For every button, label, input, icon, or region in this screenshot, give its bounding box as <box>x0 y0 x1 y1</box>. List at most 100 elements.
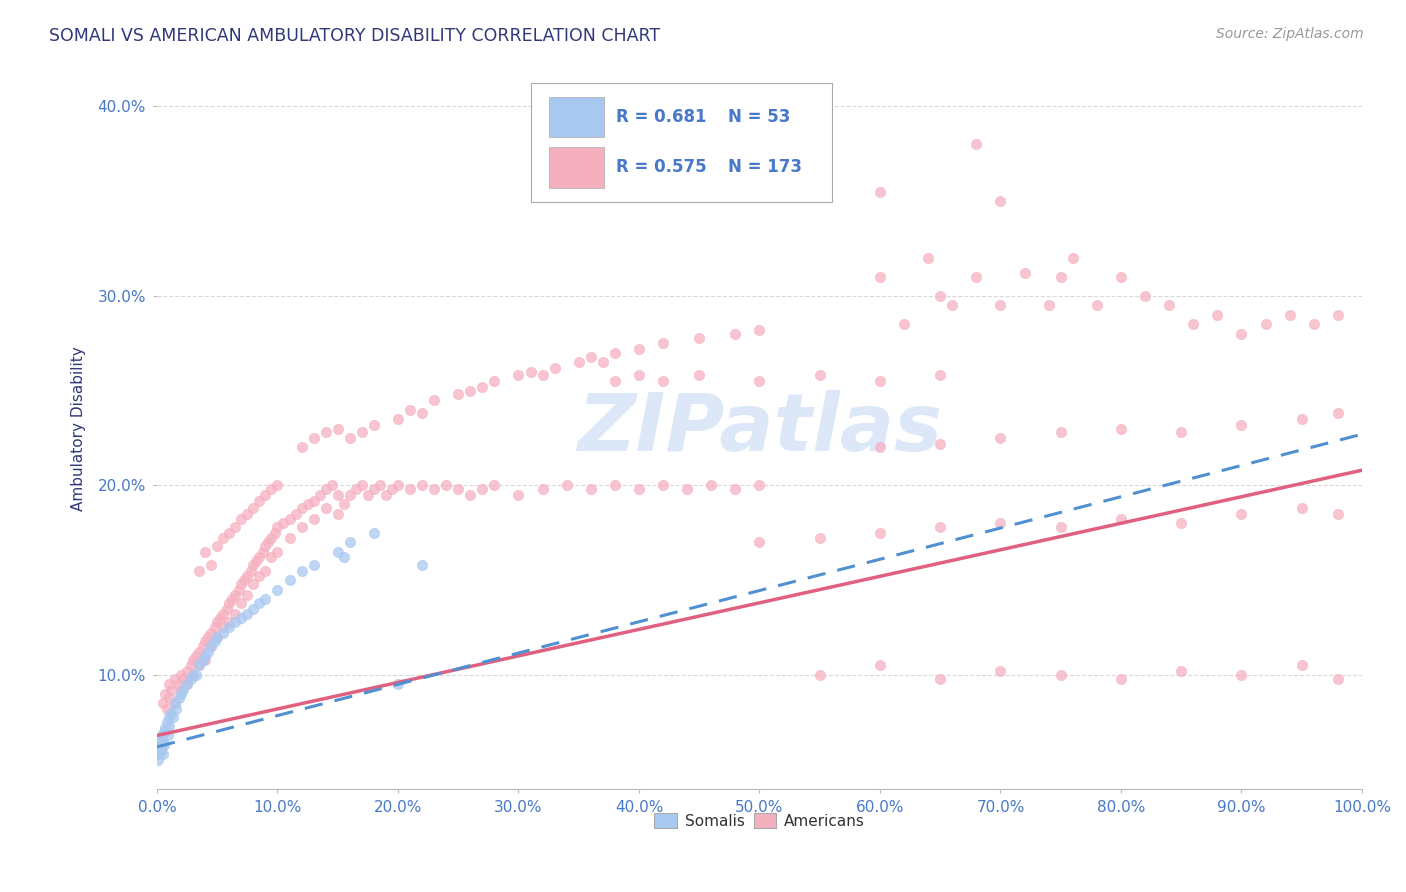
Point <box>315 501 337 516</box>
Point <box>231 577 253 591</box>
Text: N = 173: N = 173 <box>728 159 803 177</box>
Point <box>579 350 602 364</box>
Point <box>153 738 176 752</box>
Point <box>236 569 259 583</box>
Point <box>152 696 174 710</box>
Point <box>242 558 264 572</box>
FancyBboxPatch shape <box>548 147 605 187</box>
Point <box>218 620 240 634</box>
Point <box>191 653 214 667</box>
Point <box>176 677 198 691</box>
Point <box>555 478 578 492</box>
Point <box>163 696 186 710</box>
Point <box>543 360 565 375</box>
FancyBboxPatch shape <box>548 97 605 137</box>
Point <box>188 564 211 578</box>
Point <box>181 668 204 682</box>
Point <box>188 658 211 673</box>
Point <box>332 497 354 511</box>
Point <box>374 488 396 502</box>
Point <box>941 298 963 312</box>
Point <box>302 431 325 445</box>
Point <box>471 380 494 394</box>
Point <box>200 640 222 654</box>
Point <box>688 368 710 383</box>
Point <box>148 747 170 762</box>
Point <box>652 374 675 388</box>
Point <box>302 512 325 526</box>
Point <box>224 615 246 629</box>
Point <box>1291 658 1313 673</box>
Point <box>929 520 952 534</box>
Point <box>387 412 409 426</box>
Point <box>231 611 253 625</box>
Point <box>254 539 277 553</box>
Point <box>603 478 626 492</box>
Point <box>1230 668 1253 682</box>
Point <box>447 387 470 401</box>
Point <box>519 365 541 379</box>
Point <box>1038 298 1060 312</box>
Point <box>146 744 169 758</box>
Point <box>603 374 626 388</box>
Point <box>242 501 264 516</box>
Point <box>326 421 349 435</box>
Point <box>1182 318 1205 332</box>
Point <box>339 488 361 502</box>
Point <box>893 318 915 332</box>
Point <box>266 544 288 558</box>
Point <box>592 355 614 369</box>
Point <box>434 478 457 492</box>
Point <box>1062 251 1084 265</box>
Point <box>236 588 259 602</box>
Point <box>339 431 361 445</box>
Point <box>1230 507 1253 521</box>
Point <box>232 573 254 587</box>
Point <box>399 402 422 417</box>
Point <box>652 336 675 351</box>
Point <box>167 677 190 691</box>
Point <box>1230 326 1253 341</box>
Point <box>929 672 952 686</box>
Point <box>308 488 330 502</box>
Point <box>1049 668 1071 682</box>
Point <box>197 645 219 659</box>
Point <box>205 630 228 644</box>
Point <box>339 535 361 549</box>
Point <box>247 493 270 508</box>
Point <box>156 729 179 743</box>
Point <box>869 374 891 388</box>
Point <box>748 374 770 388</box>
Point <box>363 417 385 432</box>
Point <box>423 482 446 496</box>
Point <box>1049 520 1071 534</box>
Point <box>224 607 246 622</box>
Point <box>1327 507 1350 521</box>
Point <box>458 488 481 502</box>
Point <box>1159 298 1181 312</box>
Point <box>508 368 530 383</box>
Point <box>247 569 270 583</box>
Point <box>965 269 987 284</box>
Point <box>160 683 183 698</box>
Point <box>627 368 650 383</box>
Point <box>153 724 176 739</box>
Point <box>184 668 207 682</box>
Point <box>239 564 262 578</box>
Point <box>350 478 373 492</box>
Point <box>411 406 433 420</box>
Point <box>221 592 243 607</box>
Point <box>231 596 253 610</box>
Text: SOMALI VS AMERICAN AMBULATORY DISABILITY CORRELATION CHART: SOMALI VS AMERICAN AMBULATORY DISABILITY… <box>49 27 661 45</box>
Point <box>155 702 177 716</box>
Point <box>387 677 409 691</box>
Point <box>1278 308 1301 322</box>
Point <box>458 384 481 398</box>
Point <box>170 683 193 698</box>
Point <box>302 558 325 572</box>
Point <box>242 577 264 591</box>
Point <box>254 488 277 502</box>
Point <box>184 648 207 663</box>
Point <box>150 738 173 752</box>
Point <box>363 525 385 540</box>
